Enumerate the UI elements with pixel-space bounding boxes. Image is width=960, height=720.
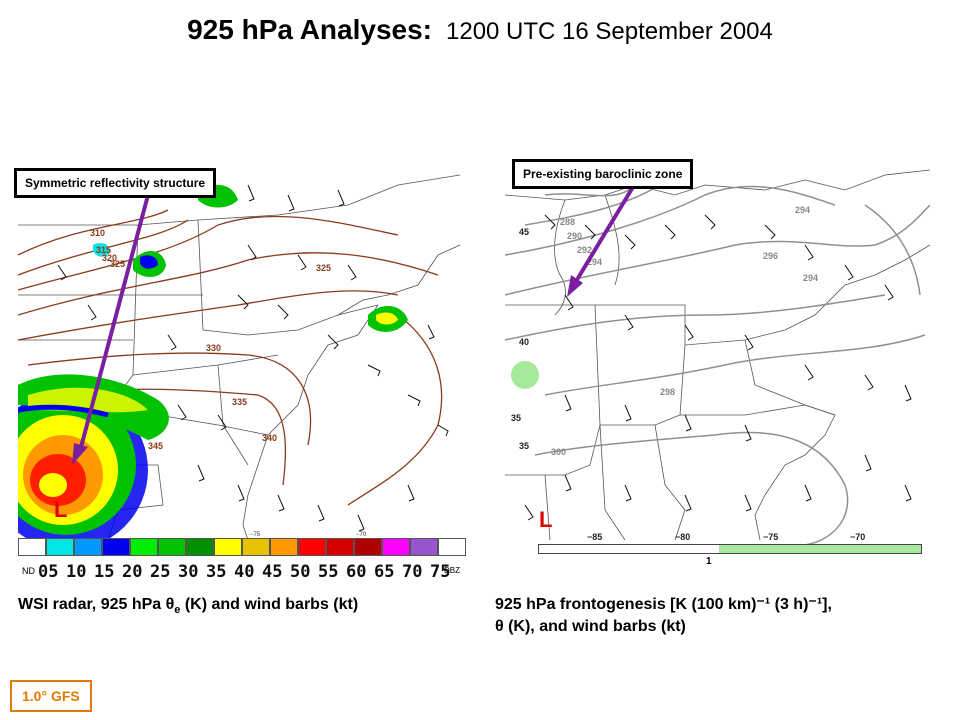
colorbar-label: 55 xyxy=(318,562,339,582)
colorbar-label: 30 xyxy=(178,562,199,582)
colorbar-nd-label: ND xyxy=(22,566,35,576)
right-contour-labels: 288 290 292 294 294 296 294 298 300 xyxy=(551,205,818,457)
northern-radar-echoes xyxy=(93,184,408,332)
colorbar-dbz-label: DBZ xyxy=(444,566,460,575)
contour-label: 320 xyxy=(102,253,117,263)
frontogenesis-blob xyxy=(511,361,539,389)
colorbar-label: 35 xyxy=(206,562,227,582)
left-caption-rest: (K) and wind barbs (kt) xyxy=(180,596,359,613)
model-badge: 1.0° GFS xyxy=(10,680,92,712)
colorbar-cell xyxy=(382,538,410,556)
contour-label: 298 xyxy=(660,387,675,397)
colorbar-label: 75 xyxy=(430,562,451,582)
lon-label: −75 xyxy=(763,532,778,542)
contour-label: 294 xyxy=(795,205,810,215)
colorbar-cell xyxy=(298,538,326,556)
lon-label: −70 xyxy=(356,532,367,538)
contour-label: 300 xyxy=(551,447,566,457)
contour-label: 325 xyxy=(316,263,331,273)
colorbar-cell xyxy=(46,538,74,556)
colorbar-cell xyxy=(242,538,270,556)
contour-label: 290 xyxy=(567,231,582,241)
right-caption-line2: θ (K), and wind barbs (kt) xyxy=(495,618,686,635)
contour-label: 310 xyxy=(90,228,105,238)
contour-label: 330 xyxy=(206,343,221,353)
title-bold: 925 hPa Analyses: xyxy=(187,14,432,45)
colorbar-cell xyxy=(326,538,354,556)
lon-label: −85 xyxy=(587,532,602,542)
right-lat-labels: 45 40 35 35 xyxy=(511,227,529,451)
contour-label: 315 xyxy=(96,245,111,255)
colorbar-cell xyxy=(438,538,466,556)
lon-label: −75 xyxy=(250,532,261,538)
contour-label: 292 xyxy=(577,245,592,255)
contour-label: 294 xyxy=(803,273,818,283)
lat-label: 35 xyxy=(511,413,521,423)
hurricane-radar-echo xyxy=(18,374,169,540)
right-wind-barbs xyxy=(524,214,912,521)
colorbar-cell xyxy=(354,538,382,556)
left-caption-main: WSI radar, 925 hPa θ xyxy=(18,596,175,613)
frontogenesis-scale-bar xyxy=(538,544,922,554)
colorbar-label: 65 xyxy=(374,562,395,582)
left-wind-barbs xyxy=(57,184,449,532)
colorbar-label: 50 xyxy=(290,562,311,582)
left-caption-subscript: e xyxy=(174,604,181,617)
left-callout-box: Symmetric reflectivity structure xyxy=(14,168,217,198)
right-callout-arrow xyxy=(567,185,635,297)
contour-label: 345 xyxy=(148,441,163,451)
colorbar-label: 40 xyxy=(234,562,255,582)
colorbar-label: 60 xyxy=(346,562,367,582)
colorbar-label: 05 xyxy=(38,562,59,582)
colorbar-cell xyxy=(130,538,158,556)
lat-label: 45 xyxy=(519,227,529,237)
right-frontogenesis-map: 288 290 292 294 294 296 294 298 300 45 4… xyxy=(505,165,930,550)
colorbar-cell xyxy=(270,538,298,556)
colorbar-cell xyxy=(74,538,102,556)
colorbar-label: 20 xyxy=(122,562,143,582)
low-pressure-symbol: L xyxy=(54,497,67,522)
low-pressure-symbol: L xyxy=(539,507,552,532)
left-radar-map: 310 315 320 325 325 330 335 340 345 −75 … xyxy=(18,165,460,540)
lon-label: −70 xyxy=(850,532,865,542)
left-map-svg: 310 315 320 325 325 330 335 340 345 −75 … xyxy=(18,174,460,540)
contour-label: 340 xyxy=(262,433,277,443)
right-lon-labels: −85 −80 −75 −70 xyxy=(587,532,865,542)
colorbar-cell xyxy=(102,538,130,556)
colorbar-label: 45 xyxy=(262,562,283,582)
right-callout-box: Pre-existing baroclinic zone xyxy=(512,159,694,189)
frontogenesis-scale-label: 1 xyxy=(706,556,712,567)
colorbar-cell xyxy=(158,538,186,556)
colorbar-label: 70 xyxy=(402,562,423,582)
colorbar-cell xyxy=(410,538,438,556)
lat-label: 40 xyxy=(519,337,529,347)
right-theta-contours xyxy=(505,174,930,546)
right-caption-line1: 925 hPa frontogenesis [K (100 km)⁻¹ (3 h… xyxy=(495,596,832,613)
title-date: 1200 UTC 16 September 2004 xyxy=(446,18,773,45)
left-contour-labels: 310 315 320 325 325 330 335 340 345 xyxy=(90,228,331,451)
contour-label: 296 xyxy=(763,251,778,261)
contour-label: 294 xyxy=(587,257,602,267)
contour-label: 288 xyxy=(560,217,575,227)
right-boundaries xyxy=(505,169,930,541)
colorbar-label: 25 xyxy=(150,562,171,582)
right-caption: 925 hPa frontogenesis [K (100 km)⁻¹ (3 h… xyxy=(495,594,832,638)
contour-label: 335 xyxy=(232,397,247,407)
colorbar-cell xyxy=(214,538,242,556)
colorbar-cell xyxy=(18,538,46,556)
left-caption: WSI radar, 925 hPa θe (K) and wind barbs… xyxy=(18,594,358,621)
left-lon-labels: −75 −70 xyxy=(250,532,367,538)
page-title: 925 hPa Analyses: 1200 UTC 16 September 2… xyxy=(0,14,960,46)
lat-label: 35 xyxy=(519,441,529,451)
colorbar-cell xyxy=(186,538,214,556)
contour-label: 325 xyxy=(110,259,125,269)
left-callout-arrow xyxy=(72,194,150,465)
colorbar-label: 15 xyxy=(94,562,115,582)
frontogenesis-scale-fill xyxy=(719,545,921,553)
lon-label: −80 xyxy=(675,532,690,542)
colorbar-label: 10 xyxy=(66,562,87,582)
right-map-svg: 288 290 292 294 294 296 294 298 300 45 4… xyxy=(505,169,930,546)
